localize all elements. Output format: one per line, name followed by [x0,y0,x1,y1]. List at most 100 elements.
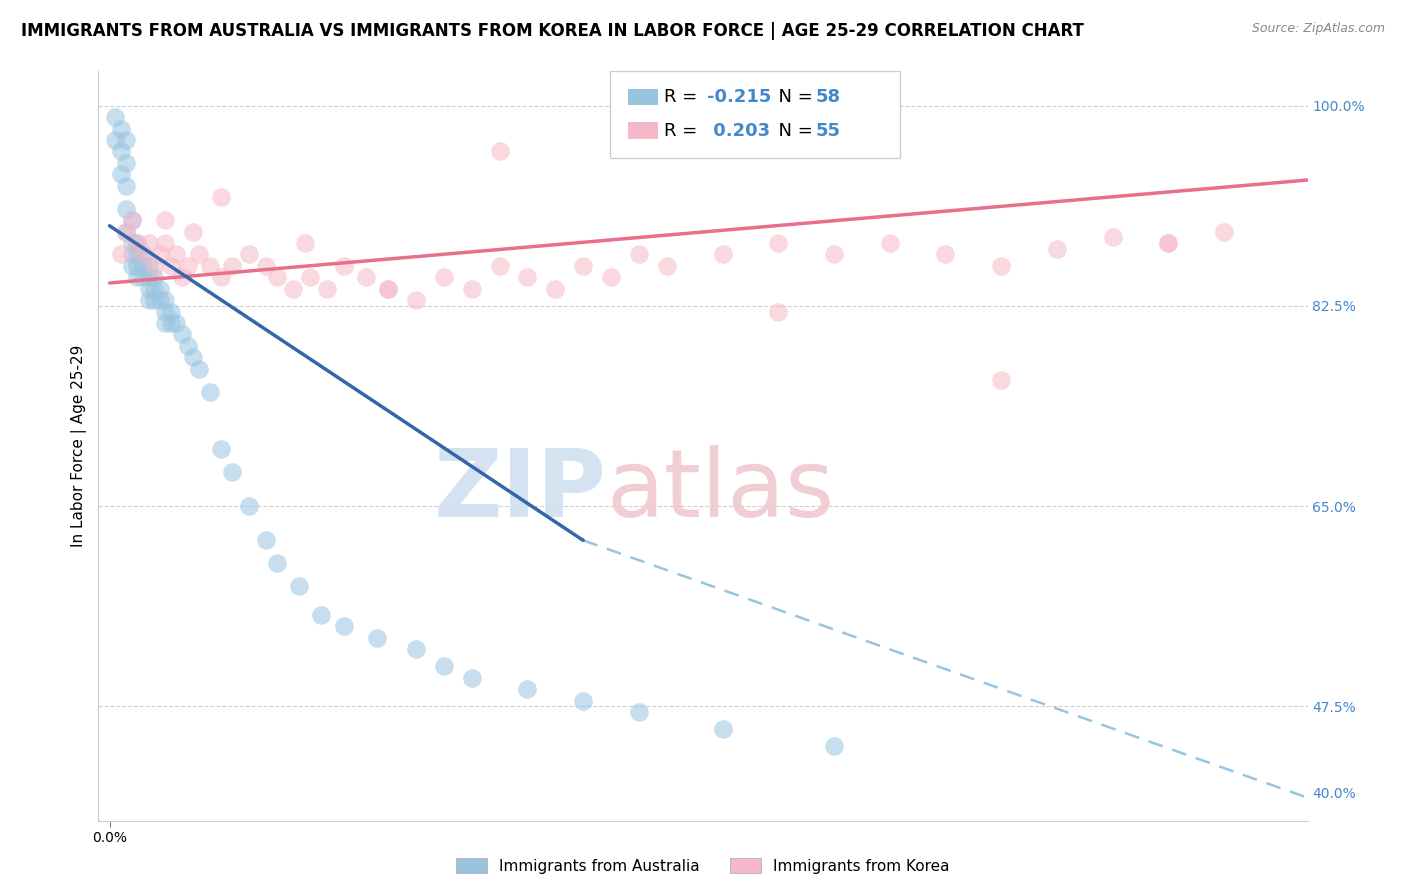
Immigrants from Australia [121,259,143,273]
Immigrants from Australia [149,293,172,307]
Immigrants from Australia [221,465,243,479]
Immigrants from Korea [488,259,510,273]
Immigrants from Australia [155,304,177,318]
Immigrants from Australia [104,110,127,124]
Immigrants from Australia [127,270,149,285]
Immigrants from Korea [1213,225,1236,239]
Immigrants from Korea [127,235,149,250]
Immigrants from Korea [990,259,1012,273]
Immigrants from Korea [155,235,177,250]
Immigrants from Australia [127,259,149,273]
Immigrants from Korea [115,225,138,239]
Text: R =: R = [664,121,703,139]
Immigrants from Korea [121,213,143,227]
Immigrants from Australia [198,384,221,399]
Immigrants from Australia [138,259,160,273]
Immigrants from Korea [377,282,399,296]
Immigrants from Korea [879,235,901,250]
Immigrants from Australia [160,316,183,330]
Immigrants from Australia [115,133,138,147]
Immigrants from Australia [170,327,193,342]
Text: IMMIGRANTS FROM AUSTRALIA VS IMMIGRANTS FROM KOREA IN LABOR FORCE | AGE 25-29 CO: IMMIGRANTS FROM AUSTRALIA VS IMMIGRANTS … [21,22,1084,40]
Immigrants from Australia [115,178,138,193]
Immigrants from Korea [823,247,845,261]
Text: R =: R = [664,87,703,106]
Immigrants from Korea [198,259,221,273]
Immigrants from Korea [170,270,193,285]
Immigrants from Korea [221,259,243,273]
Immigrants from Australia [110,167,132,181]
Immigrants from Australia [110,121,132,136]
FancyBboxPatch shape [610,71,900,158]
Immigrants from Australia [115,156,138,170]
Immigrants from Australia [266,556,288,570]
Immigrants from Australia [127,235,149,250]
Immigrants from Korea [1101,230,1123,244]
Immigrants from Australia [115,225,138,239]
Immigrants from Australia [311,607,333,622]
Immigrants from Australia [711,722,734,736]
FancyBboxPatch shape [628,122,658,139]
Immigrants from Korea [488,145,510,159]
Immigrants from Korea [238,247,260,261]
Text: -0.215: -0.215 [707,87,770,106]
Immigrants from Australia [238,499,260,513]
Immigrants from Korea [990,373,1012,387]
Immigrants from Australia [572,693,595,707]
Text: N =: N = [768,87,818,106]
Immigrants from Korea [209,190,232,204]
Immigrants from Korea [627,247,650,261]
Text: Source: ZipAtlas.com: Source: ZipAtlas.com [1251,22,1385,36]
Immigrants from Korea [254,259,277,273]
Immigrants from Korea [160,259,183,273]
Immigrants from Australia [121,235,143,250]
Immigrants from Korea [283,282,305,296]
Immigrants from Korea [110,247,132,261]
Immigrants from Australia [209,442,232,456]
Immigrants from Australia [138,282,160,296]
Immigrants from Korea [461,282,484,296]
Immigrants from Korea [768,235,790,250]
Immigrants from Australia [121,247,143,261]
Immigrants from Korea [266,270,288,285]
Immigrants from Australia [332,619,354,633]
Immigrants from Korea [149,247,172,261]
Immigrants from Korea [768,304,790,318]
Text: atlas: atlas [606,445,835,537]
Text: 55: 55 [815,121,841,139]
Immigrants from Korea [299,270,322,285]
Immigrants from Australia [143,293,166,307]
Immigrants from Australia [127,247,149,261]
Immigrants from Korea [315,282,337,296]
Immigrants from Korea [1157,235,1180,250]
Text: ZIP: ZIP [433,445,606,537]
Immigrants from Australia [143,282,166,296]
Immigrants from Korea [405,293,427,307]
Immigrants from Korea [354,270,377,285]
Immigrants from Korea [600,270,623,285]
Immigrants from Korea [711,247,734,261]
Immigrants from Australia [143,270,166,285]
Y-axis label: In Labor Force | Age 25-29: In Labor Force | Age 25-29 [72,345,87,547]
Immigrants from Korea [516,270,538,285]
Immigrants from Australia [823,739,845,754]
Immigrants from Australia [433,659,456,673]
Immigrants from Korea [433,270,456,285]
Immigrants from Australia [165,316,187,330]
Immigrants from Australia [627,705,650,719]
Legend: Immigrants from Australia, Immigrants from Korea: Immigrants from Australia, Immigrants fr… [450,852,956,880]
Text: 58: 58 [815,87,841,106]
Immigrants from Australia [138,293,160,307]
Immigrants from Korea [143,259,166,273]
Immigrants from Australia [405,642,427,657]
Immigrants from Korea [294,235,316,250]
Immigrants from Australia [516,682,538,697]
Immigrants from Australia [155,293,177,307]
Immigrants from Korea [377,282,399,296]
Immigrants from Korea [1157,235,1180,250]
Immigrants from Korea [572,259,595,273]
Immigrants from Australia [132,259,155,273]
Immigrants from Korea [181,225,204,239]
Immigrants from Korea [138,235,160,250]
Text: N =: N = [768,121,818,139]
